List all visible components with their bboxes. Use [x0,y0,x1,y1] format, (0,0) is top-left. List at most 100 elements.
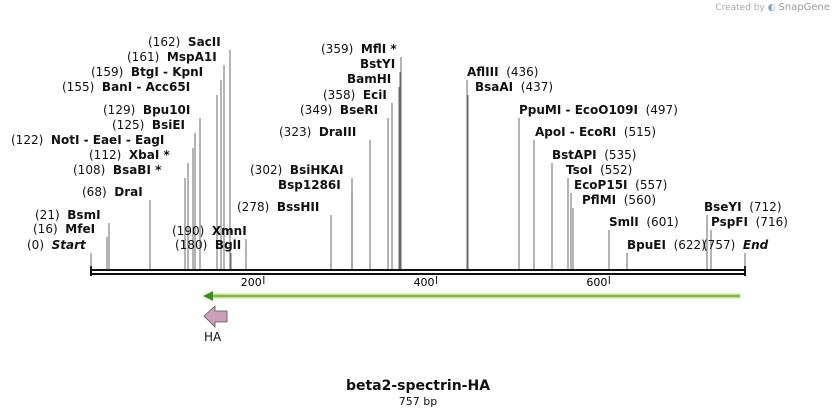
site-label[interactable]: BstYI [360,57,395,71]
site-name-part: BglI [214,238,242,252]
site-name: BsaBI * [113,163,161,177]
site-position: (437) [520,80,554,94]
site-name: BseYI [704,200,742,214]
site-name: DraIII [319,125,356,139]
site-label[interactable]: (302) BsiHKAI [250,163,343,177]
site-label[interactable]: TsoI (552) [566,163,632,177]
site-label[interactable]: SmlI (601) [609,215,679,229]
site-name: PspFI [711,215,748,229]
site-name: MflI * [361,42,397,56]
ruler-tick-label: 400 [414,276,435,289]
site-label[interactable]: EcoP15I (557) [574,178,667,192]
site-position: (712) [749,200,782,214]
site-position: (129) [103,103,136,117]
site-position: (757) [703,238,736,252]
site-position: (557) [635,178,668,192]
site-position: (16) [33,222,58,236]
site-name-part: KpnI [172,65,204,79]
site-position: (436) [506,65,539,79]
site-name-part: BpuEI [627,238,666,252]
site-label[interactable]: PflMI (560) [582,193,656,207]
site-label[interactable]: (359) MflI * [321,42,397,56]
site-label[interactable]: (159) BtgI - KpnI [91,65,203,79]
site-label[interactable]: (112) XbaI * [89,148,170,162]
site-name-part: XbaI * [128,148,170,162]
site-label[interactable]: (180) BglI [175,238,241,252]
site-name-part: SacII [187,35,221,49]
site-label[interactable]: (757) End [703,238,768,252]
site-name-part: PpuMI [519,103,562,117]
site-label[interactable]: (129) Bpu10I [103,103,190,117]
site-name: BsmI [67,208,100,222]
site-label[interactable]: (161) MspA1I [127,50,217,64]
site-name: EciI [363,88,387,102]
site-name: DraI [114,185,142,199]
site-name-part: DraI [114,185,143,199]
feature-ha-arrow[interactable] [203,305,228,328]
site-position: (323) [279,125,312,139]
site-position: (21) [35,208,60,222]
site-label[interactable]: (278) BssHII [237,200,319,214]
site-position: (108) [73,163,106,177]
site-label[interactable]: (68) DraI [82,185,143,199]
site-label[interactable]: BseYI (712) [704,200,782,214]
site-label[interactable]: (21) BsmI [35,208,101,222]
site-label[interactable]: (155) BanI - Acc65I [62,80,190,94]
site-name-part: MflI * [360,42,397,56]
site-label[interactable]: (162) SacII [148,35,221,49]
site-label[interactable]: BamHI [347,72,391,86]
site-name: Bsp1286I [278,178,341,192]
site-name: XmnI [212,224,247,238]
site-label[interactable]: (122) NotI - EaeI - EagI [11,133,164,147]
site-name: BpuEI [627,238,666,252]
site-position: (552) [600,163,633,177]
site-position: (162) [148,35,181,49]
translation-arrow[interactable] [203,291,740,301]
site-name-part: EcoRI [578,125,617,139]
site-label[interactable]: (16) MfeI [33,222,95,236]
site-name-separator: - [121,133,136,147]
site-name-part: EaeI [92,133,122,147]
site-label[interactable]: (0) Start [27,238,86,252]
site-position: (161) [127,50,160,64]
site-label[interactable]: BsaAI (437) [475,80,553,94]
site-name-part: BanI [101,80,133,94]
site-label[interactable]: ApoI - EcoRI (515) [535,125,656,139]
site-label[interactable]: (108) BsaBI * [73,163,161,177]
site-name: BtgI - KpnI [131,65,203,79]
site-position: (112) [89,148,122,162]
site-name: SacII [188,35,221,49]
feature-ha-label[interactable]: HA [204,330,222,344]
site-position: (515) [623,125,657,139]
site-name: SmlI [609,215,639,229]
site-label[interactable]: (125) BsiEI [112,118,185,132]
site-name-part: BamHI [347,72,392,86]
site-label[interactable]: (358) EciI [323,88,387,102]
site-name: AflIII [467,65,499,79]
site-label[interactable]: (190) XmnI [172,224,247,238]
site-name: PpuMI - EcoO109I [519,103,638,117]
site-label[interactable]: BpuEI (622) [627,238,706,252]
site-name: BsaAI [475,80,513,94]
site-name: BssHII [277,200,319,214]
map-length: 757 bp [398,395,438,408]
site-name-part: BsaBI * [112,163,162,177]
site-name-part: EcoP15I [574,178,628,192]
site-name: BanI - Acc65I [102,80,190,94]
site-name-part: BsaAI [475,80,514,94]
site-label[interactable]: PspFI (716) [711,215,788,229]
site-label[interactable]: Bsp1286I [278,178,341,192]
site-label[interactable]: AflIII (436) [467,65,539,79]
site-position: (359) [321,42,354,56]
site-position: (68) [82,185,107,199]
site-label[interactable]: BstAPI (535) [552,148,637,162]
site-label[interactable]: (349) BseRI [300,103,378,117]
site-name-part: BseRI [339,103,379,117]
site-label[interactable]: PpuMI - EcoO109I (497) [519,103,678,117]
site-position: (125) [112,118,145,132]
site-label[interactable]: (323) DraIII [279,125,356,139]
site-name-part: BstYI [360,57,396,71]
credit-brand: SnapGene [778,2,830,13]
site-name: Start [52,238,86,252]
